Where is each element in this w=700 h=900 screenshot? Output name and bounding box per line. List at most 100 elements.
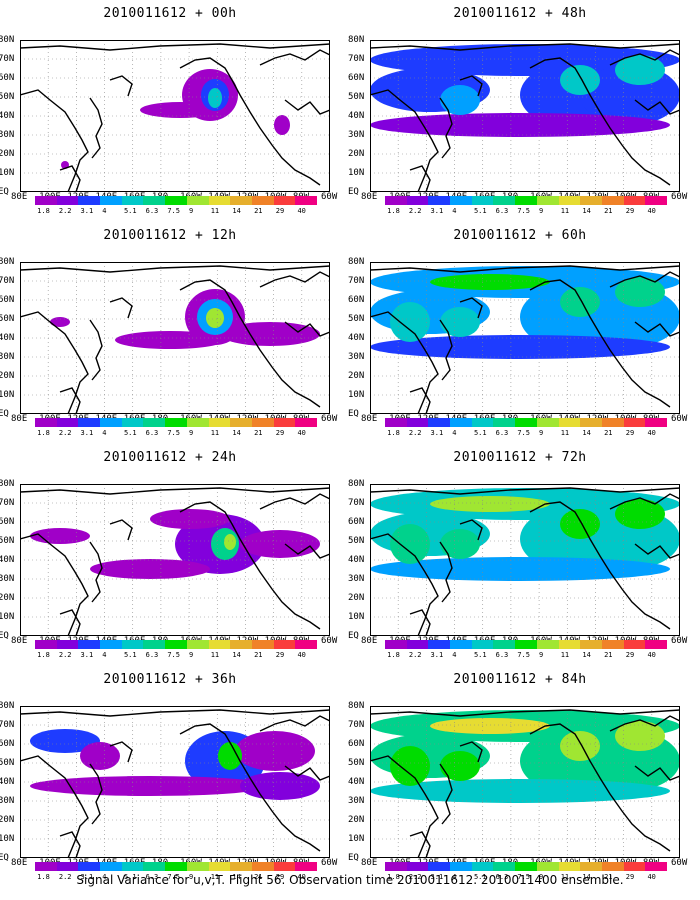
- colorbar-swatch: [186, 418, 209, 427]
- colorbar-swatch: [208, 640, 231, 649]
- variance-contour: [370, 557, 670, 581]
- lon-tick-label: 60W: [671, 414, 688, 424]
- colorbar-swatch: [208, 862, 231, 871]
- colorbar-level-label: 5.1: [123, 207, 137, 215]
- lat-tick-label: 80N: [0, 257, 15, 267]
- colorbar-swatch: [78, 640, 101, 649]
- colorbar-level-label: 40: [297, 873, 306, 881]
- colorbar-swatch: [515, 640, 537, 649]
- lat-tick-label: 80N: [348, 35, 365, 45]
- lon-tick-label: 60W: [321, 192, 338, 202]
- colorbar: [385, 418, 667, 427]
- variance-contour: [560, 65, 600, 95]
- coastline: [179, 279, 321, 408]
- colorbar-level-label: 40: [647, 207, 656, 215]
- coastline: [259, 493, 330, 510]
- colorbar-swatch: [78, 196, 101, 205]
- variance-contour: [206, 308, 224, 328]
- lat-tick-label: EQ: [0, 631, 9, 641]
- colorbar: [385, 862, 667, 871]
- colorbar-swatch: [385, 196, 407, 205]
- colorbar-swatch: [580, 862, 602, 871]
- colorbar-level-label: 40: [647, 429, 656, 437]
- colorbar-level-label: 3.1: [80, 207, 94, 215]
- colorbar-level-label: 7.5: [517, 651, 530, 659]
- lon-tick-label: 80E: [361, 192, 378, 202]
- colorbar-swatch: [536, 862, 559, 871]
- colorbar-swatch: [623, 640, 646, 649]
- colorbar-level-label: 6.3: [495, 651, 509, 659]
- colorbar-swatch: [208, 196, 231, 205]
- colorbar-swatch: [558, 640, 581, 649]
- colorbar-swatch: [536, 196, 559, 205]
- map-panel-p00: 2010011612 + 00h 80N 70N 60N 50N 40N 30N 20N 10N…: [0, 0, 340, 222]
- colorbar-swatch: [165, 640, 187, 649]
- colorbar-swatch: [251, 196, 274, 205]
- colorbar-swatch: [580, 640, 602, 649]
- lat-tick-label: 40N: [348, 555, 365, 565]
- colorbar-level-label: 7.5: [517, 429, 530, 437]
- lat-tick-label: 70N: [348, 276, 365, 286]
- colorbar-swatch: [645, 640, 667, 649]
- coastline: [370, 265, 680, 273]
- colorbar-level-label: 2.2: [58, 873, 72, 881]
- lat-tick-label: 30N: [0, 352, 15, 362]
- colorbar-swatch: [493, 862, 516, 871]
- coastline: [20, 89, 89, 192]
- variance-contour: [140, 102, 220, 118]
- coastline: [370, 89, 439, 192]
- colorbar: [35, 418, 317, 427]
- variance-contour: [615, 277, 665, 307]
- colorbar-swatch: [450, 196, 472, 205]
- colorbar-swatch: [295, 640, 317, 649]
- lat-tick-label: 60N: [0, 517, 15, 527]
- lat-tick-label: 20N: [0, 815, 15, 825]
- colorbar-level-label: 1.8: [387, 651, 400, 659]
- variance-map: [370, 706, 680, 858]
- panel-title: 2010011612 + 12h: [103, 228, 237, 243]
- variance-contour: [30, 776, 270, 796]
- map-panel-p60: 2010011612 + 60h 80N 70N 60N 50N 40N 30N 20N 10N…: [348, 222, 690, 444]
- map-frame: [370, 706, 680, 858]
- colorbar-level-label: 21: [254, 207, 263, 215]
- colorbar-level-label: 40: [647, 651, 656, 659]
- colorbar-level-label: 2.2: [408, 429, 422, 437]
- coastline: [609, 49, 680, 66]
- map-frame: [20, 706, 330, 858]
- lat-tick-label: 10N: [348, 168, 365, 178]
- lat-tick-label: 40N: [0, 333, 15, 343]
- lon-tick-label: 80E: [361, 414, 378, 424]
- variance-contour: [208, 88, 222, 108]
- colorbar-swatch: [100, 862, 122, 871]
- lat-tick-label: 80N: [348, 257, 365, 267]
- colorbar-swatch: [143, 862, 166, 871]
- coastline: [529, 57, 671, 186]
- lat-tick-label: 10N: [348, 390, 365, 400]
- coastline: [370, 709, 680, 717]
- colorbar-swatch: [273, 418, 296, 427]
- colorbar-swatch: [186, 862, 209, 871]
- colorbar-swatch: [56, 418, 79, 427]
- colorbar-swatch: [165, 196, 187, 205]
- colorbar-level-label: 9: [539, 207, 544, 215]
- colorbar-level-label: 14: [582, 651, 591, 659]
- lat-tick-label: 50N: [0, 536, 15, 546]
- colorbar-swatch: [450, 640, 472, 649]
- lat-tick-label: 30N: [0, 130, 15, 140]
- lat-tick-label: 10N: [348, 612, 365, 622]
- colorbar-level-label: 11: [560, 207, 570, 215]
- coastline: [20, 311, 89, 414]
- colorbar-swatch: [273, 862, 296, 871]
- colorbar-swatch: [121, 862, 144, 871]
- colorbar-swatch: [100, 640, 122, 649]
- colorbar-swatch: [645, 862, 667, 871]
- colorbar-swatch: [623, 418, 646, 427]
- lon-tick-label: 80E: [11, 414, 28, 424]
- lat-tick-label: 40N: [0, 111, 15, 121]
- colorbar-swatch: [623, 862, 646, 871]
- lat-tick-label: 20N: [0, 593, 15, 603]
- colorbar-level-label: 29: [625, 429, 635, 437]
- colorbar-level-label: 21: [604, 651, 613, 659]
- coastline: [179, 501, 321, 630]
- colorbar-level-label: 9: [189, 873, 194, 881]
